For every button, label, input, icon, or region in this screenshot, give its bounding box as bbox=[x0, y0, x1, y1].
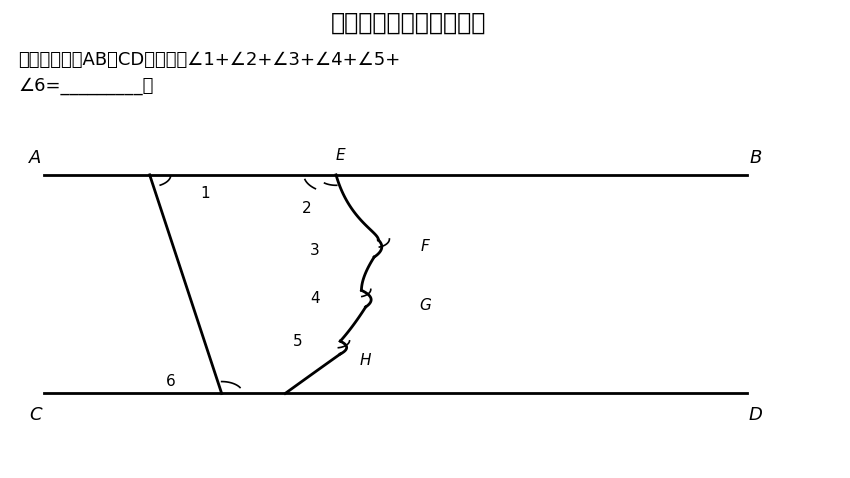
Text: A: A bbox=[29, 149, 42, 167]
Text: 5: 5 bbox=[293, 334, 303, 348]
Text: F: F bbox=[421, 239, 429, 254]
Text: 3: 3 bbox=[310, 243, 320, 259]
Text: B: B bbox=[749, 149, 762, 167]
Text: 2: 2 bbox=[302, 201, 311, 216]
Text: H: H bbox=[360, 353, 371, 368]
Text: E: E bbox=[336, 148, 345, 163]
Text: 6: 6 bbox=[166, 374, 176, 389]
Text: ∠6=_________。: ∠6=_________。 bbox=[19, 77, 154, 96]
Text: D: D bbox=[749, 406, 762, 424]
Text: 如图，两直线AB、CD平行，则∠1+∠2+∠3+∠4+∠5+: 如图，两直线AB、CD平行，则∠1+∠2+∠3+∠4+∠5+ bbox=[19, 51, 400, 69]
Text: C: C bbox=[29, 406, 42, 424]
Text: G: G bbox=[419, 298, 431, 313]
Text: 模型一：铅笔头模型进阶: 模型一：铅笔头模型进阶 bbox=[331, 11, 485, 35]
Text: 4: 4 bbox=[310, 291, 320, 306]
Text: 1: 1 bbox=[200, 186, 210, 201]
